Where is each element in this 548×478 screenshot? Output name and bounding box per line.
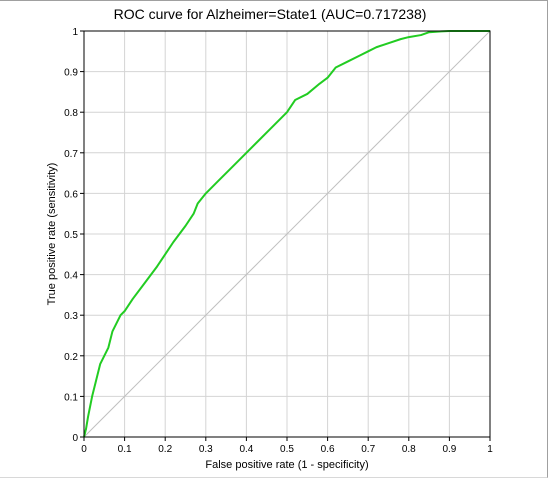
x-tick-label: 0.4 (239, 444, 253, 455)
roc-curve-line (83, 30, 490, 438)
y-tick-label: 0 (72, 433, 78, 444)
x-tick-label: 0.2 (158, 444, 172, 455)
reference-diagonal-line (83, 30, 491, 438)
y-tick-label: 0.2 (64, 352, 78, 363)
y-tick-label: 0.3 (64, 311, 78, 322)
y-tick-label: 0.7 (64, 149, 78, 160)
x-tick-label: 0.9 (442, 444, 456, 455)
x-tick-label: 0 (81, 444, 87, 455)
x-tick-label: 0.3 (199, 444, 213, 455)
x-tick-label: 0.8 (402, 444, 416, 455)
series-group (83, 30, 491, 438)
y-tick-label: 0.5 (64, 230, 78, 241)
y-tick-label: 0.1 (64, 392, 78, 403)
y-tick-label: 0.8 (64, 108, 78, 119)
x-tick-label: 0.7 (361, 444, 375, 455)
x-tick-label: 0.1 (118, 444, 132, 455)
x-axis-label: False positive rate (1 - specificity) (205, 459, 368, 471)
plot-border (83, 30, 491, 438)
x-tick-label: 0.6 (321, 444, 335, 455)
y-tick-label: 0.4 (64, 271, 78, 282)
y-axis-label: True positive rate (sensitivity) (46, 163, 58, 306)
chart-title: ROC curve for Alzheimer=State1 (AUC=0.71… (114, 6, 427, 22)
x-tick-label: 0.5 (280, 444, 294, 455)
ticks: 0 0.1 0.2 0.3 0.4 0.5 0.6 0.7 0.8 0.9 1 0 0.1 0.2 0.3 0… (64, 27, 493, 455)
y-tick-label: 1 (72, 27, 78, 38)
y-tick-label: 0.9 (64, 68, 78, 79)
y-tick-label: 0.6 (64, 189, 78, 200)
x-tick-label: 1 (487, 444, 493, 455)
